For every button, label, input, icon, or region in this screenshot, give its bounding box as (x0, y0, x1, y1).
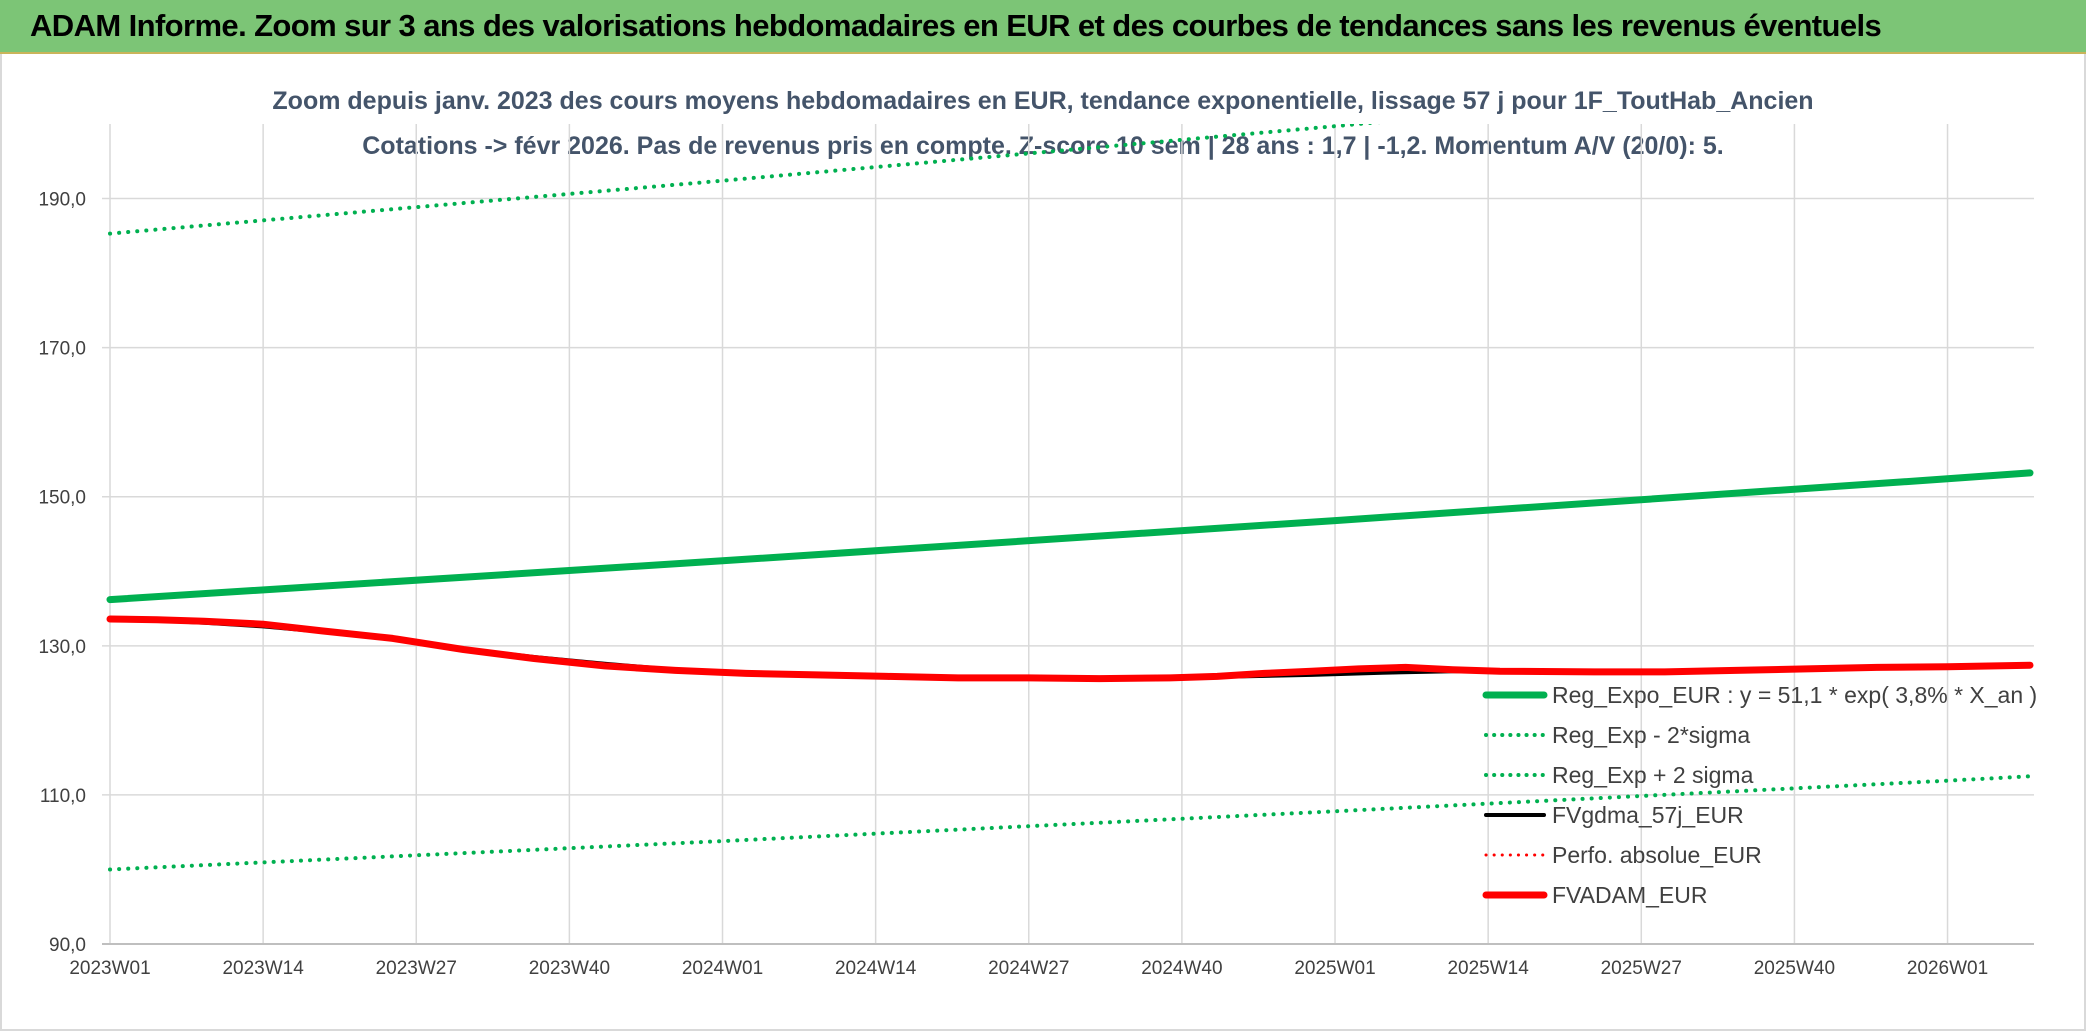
x-tick-label: 2023W14 (222, 958, 304, 979)
x-tick-label: 2025W27 (1601, 958, 1682, 979)
y-tick-label: 110,0 (40, 786, 86, 807)
grid (102, 124, 2034, 945)
x-tick-label: 2025W14 (1447, 958, 1529, 979)
legend-label-4: Perfo. absolue_EUR (1552, 842, 1762, 868)
legend-label-1: Reg_Exp - 2*sigma (1552, 722, 1750, 748)
x-tick-label: 2025W40 (1754, 958, 1835, 979)
y-tick-label: 90,0 (49, 935, 86, 956)
legend-label-3: FVgdma_57j_EUR (1552, 802, 1744, 828)
chart-title-line-1: Zoom depuis janv. 2023 des cours moyens … (272, 87, 1813, 115)
x-tick-label: 2025W01 (1294, 958, 1375, 979)
chart-frame (0, 54, 2086, 1031)
axes: 90,0 110,0 130,0 150,0 170,0 190,0 2023W01 2023… (38, 190, 2034, 979)
x-tick-label: 2024W01 (682, 958, 763, 979)
x-tick-label: 2024W40 (1141, 958, 1222, 979)
series-line-2 (108, 124, 1381, 236)
x-tick-label: 2023W27 (376, 958, 457, 979)
x-tick-label: 2023W40 (529, 958, 610, 979)
y-tick-label: 130,0 (38, 637, 86, 658)
legend-label-2: Reg_Exp + 2 sigma (1552, 762, 1754, 788)
x-tick-label: 2023W01 (69, 958, 150, 979)
x-tick-label: 2024W27 (988, 958, 1069, 979)
series-line-0 (106, 469, 2034, 604)
y-tick-label: 150,0 (38, 488, 86, 509)
x-tick-label: 2026W01 (1907, 958, 1988, 979)
header-bar: ADAM Informe. Zoom sur 3 ans des valoris… (0, 0, 2086, 54)
x-tick-label: 2024W14 (835, 958, 917, 979)
legend-label-5: FVADAM_EUR (1552, 882, 1708, 908)
legend: Reg_Expo_EUR : y = 51,1 * exp( 3,8% * X_… (1482, 682, 2037, 908)
series-layer (106, 124, 2034, 872)
y-tick-label: 190,0 (38, 190, 86, 211)
series-line-1 (108, 774, 2032, 872)
legend-label-0: Reg_Expo_EUR : y = 51,1 * exp( 3,8% * X_… (1552, 682, 2037, 708)
chart-title-line-2: Cotations -> févr 2026. Pas de revenus p… (362, 132, 1723, 160)
y-tick-label: 170,0 (38, 339, 86, 360)
series-line-5 (106, 615, 2034, 683)
page-title: ADAM Informe. Zoom sur 3 ans des valoris… (30, 8, 1882, 43)
